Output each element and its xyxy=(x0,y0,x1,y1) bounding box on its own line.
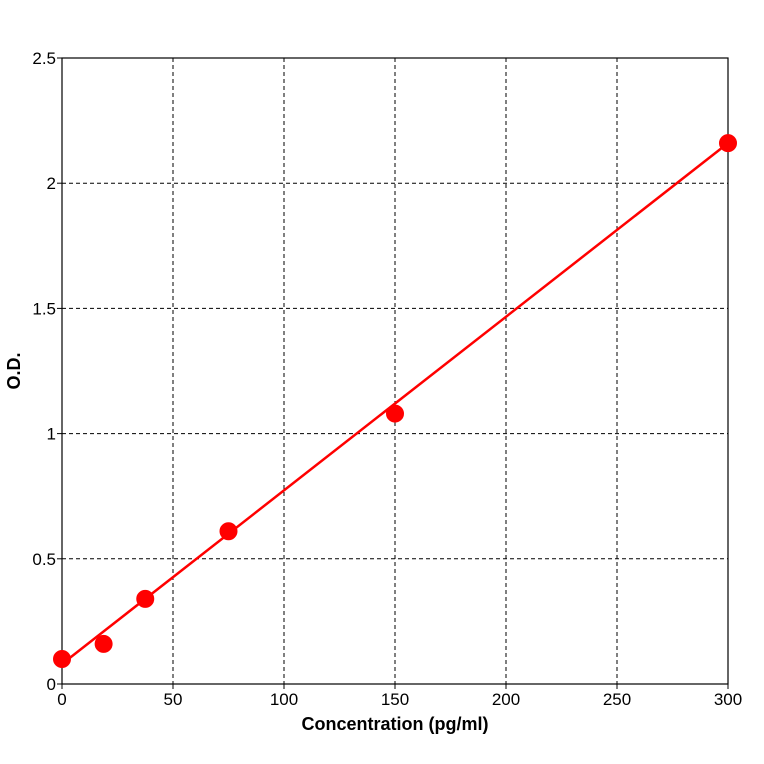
y-tick-label: 1.5 xyxy=(32,299,56,318)
data-point xyxy=(386,404,404,423)
y-tick-label: 2.5 xyxy=(32,49,56,68)
x-axis-title: Concentration (pg/ml) xyxy=(302,714,489,734)
axis-ticks xyxy=(57,57,729,689)
x-tick-label: 0 xyxy=(57,690,66,709)
x-tick-label: 100 xyxy=(270,690,298,709)
y-tick-label: 0.5 xyxy=(32,550,56,569)
grid xyxy=(62,58,728,684)
tick-labels: 0 50 100 150 200 250 300 0 0.5 1 1.5 2 2.5 xyxy=(32,49,742,709)
data-point xyxy=(136,589,155,608)
y-tick-label: 2 xyxy=(47,174,56,193)
fit-line xyxy=(61,142,729,665)
data-series xyxy=(53,134,737,668)
data-point xyxy=(219,522,238,541)
data-point xyxy=(94,634,113,653)
x-tick-label: 150 xyxy=(381,690,409,709)
x-tick-label: 250 xyxy=(603,690,631,709)
x-tick-label: 50 xyxy=(164,690,183,709)
data-point xyxy=(719,134,737,153)
y-tick-label: 1 xyxy=(47,425,56,444)
y-tick-label: 0 xyxy=(47,675,56,694)
data-point xyxy=(53,649,71,668)
x-tick-label: 200 xyxy=(492,690,520,709)
x-tick-label: 300 xyxy=(714,690,742,709)
y-axis-title: O.D. xyxy=(4,352,24,389)
